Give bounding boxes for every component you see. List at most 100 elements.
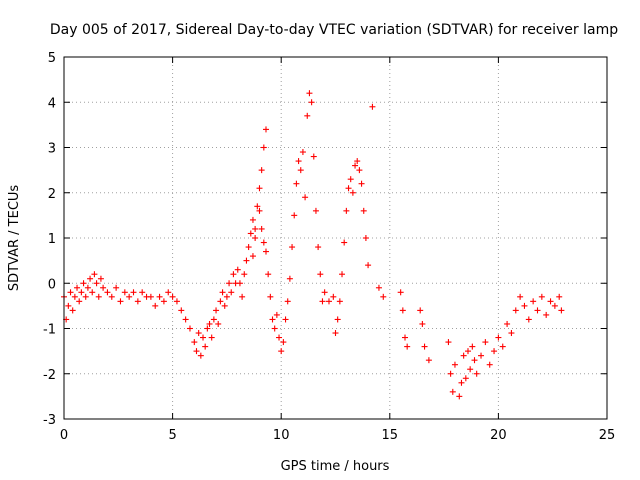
data-point bbox=[108, 293, 115, 300]
data-point bbox=[538, 293, 545, 300]
y-axis-label: SDTVAR / TECUs bbox=[7, 185, 22, 292]
data-point bbox=[186, 325, 193, 332]
data-point bbox=[543, 311, 550, 318]
data-point bbox=[252, 225, 259, 232]
data-point bbox=[173, 298, 180, 305]
data-point bbox=[260, 144, 267, 151]
data-point bbox=[456, 393, 463, 400]
data-point bbox=[462, 375, 469, 382]
x-tick-labels: 0 5 10 15 20 25 bbox=[60, 428, 615, 443]
data-point bbox=[82, 293, 89, 300]
data-point bbox=[234, 266, 241, 273]
data-point bbox=[117, 298, 124, 305]
y-tick-label: 1 bbox=[48, 232, 56, 247]
data-point bbox=[319, 298, 326, 305]
data-point bbox=[467, 366, 474, 373]
data-point bbox=[315, 244, 322, 251]
data-point bbox=[365, 262, 372, 269]
data-point bbox=[299, 149, 306, 156]
axis-ticks bbox=[63, 56, 608, 420]
data-point bbox=[558, 307, 565, 314]
data-point bbox=[252, 235, 259, 241]
data-point bbox=[104, 289, 111, 296]
data-point bbox=[356, 167, 363, 174]
data-point bbox=[404, 343, 411, 350]
data-point bbox=[182, 316, 189, 323]
data-point bbox=[93, 280, 100, 287]
data-point bbox=[286, 275, 293, 282]
data-point bbox=[260, 239, 267, 246]
data-point bbox=[306, 90, 313, 97]
data-point bbox=[245, 244, 252, 251]
data-point bbox=[97, 275, 104, 282]
data-point bbox=[349, 189, 356, 196]
data-point bbox=[445, 339, 452, 346]
x-axis-label: GPS time / hours bbox=[281, 459, 390, 474]
data-point bbox=[530, 298, 537, 305]
data-point bbox=[89, 289, 96, 296]
data-point bbox=[399, 307, 406, 314]
data-point bbox=[221, 302, 228, 309]
data-point bbox=[556, 293, 563, 300]
data-point bbox=[95, 293, 102, 300]
data-point bbox=[499, 343, 506, 350]
data-point bbox=[258, 167, 265, 174]
data-point bbox=[156, 293, 163, 300]
data-point bbox=[451, 361, 458, 368]
data-point bbox=[193, 348, 200, 355]
data-point bbox=[87, 275, 94, 282]
data-point bbox=[195, 330, 202, 337]
data-point bbox=[78, 289, 85, 296]
data-point bbox=[147, 293, 154, 300]
data-point bbox=[84, 284, 91, 291]
data-point bbox=[267, 293, 274, 300]
data-point bbox=[332, 330, 339, 337]
data-point bbox=[425, 357, 432, 364]
data-point bbox=[447, 370, 454, 377]
data-point bbox=[271, 325, 278, 332]
data-point bbox=[458, 379, 465, 386]
data-point bbox=[495, 334, 502, 341]
data-point bbox=[341, 239, 348, 246]
data-point bbox=[204, 325, 211, 332]
data-point bbox=[226, 280, 233, 287]
data-point bbox=[325, 298, 332, 305]
data-point bbox=[336, 298, 343, 305]
data-point bbox=[304, 112, 311, 119]
data-point bbox=[256, 185, 263, 192]
data-point bbox=[65, 302, 72, 309]
data-point bbox=[478, 352, 485, 359]
x-tick-label: 15 bbox=[382, 428, 399, 443]
data-point bbox=[247, 230, 254, 237]
data-point bbox=[74, 284, 81, 291]
data-point bbox=[80, 280, 87, 287]
y-tick-labels: -3 -2 -1 0 1 2 3 4 5 bbox=[43, 51, 56, 428]
data-point bbox=[295, 158, 302, 165]
data-point bbox=[289, 244, 296, 251]
data-point bbox=[334, 316, 341, 323]
data-point bbox=[69, 307, 76, 314]
x-tick-label: 20 bbox=[490, 428, 507, 443]
data-point bbox=[280, 339, 287, 346]
data-point bbox=[230, 271, 237, 278]
data-point bbox=[284, 298, 291, 305]
data-point bbox=[208, 334, 215, 341]
data-point bbox=[126, 293, 133, 300]
data-point bbox=[380, 293, 387, 300]
data-point bbox=[469, 343, 476, 350]
y-tick-label: -3 bbox=[43, 413, 56, 428]
data-point bbox=[312, 207, 319, 214]
data-point bbox=[165, 289, 172, 296]
data-point bbox=[369, 103, 376, 110]
data-point bbox=[258, 225, 265, 232]
data-point bbox=[508, 330, 515, 337]
data-point bbox=[397, 289, 404, 296]
x-tick-label: 0 bbox=[60, 428, 68, 443]
data-point bbox=[241, 271, 248, 278]
data-point bbox=[139, 289, 146, 296]
data-point bbox=[551, 302, 558, 309]
data-point bbox=[130, 289, 137, 296]
x-tick-label: 10 bbox=[273, 428, 290, 443]
data-point bbox=[525, 316, 532, 323]
data-point bbox=[310, 153, 317, 160]
